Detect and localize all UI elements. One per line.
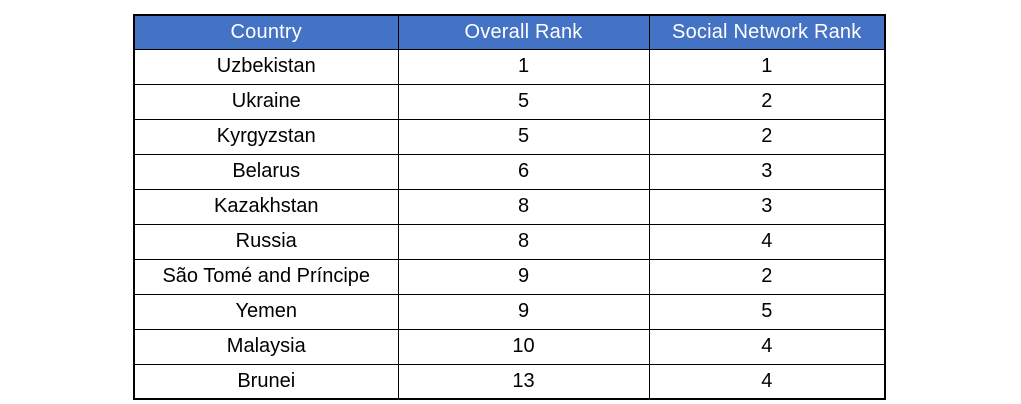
cell-country: Brunei xyxy=(133,363,399,400)
cell-social-network-rank: 5 xyxy=(648,293,886,330)
column-header-overall-rank: Overall Rank xyxy=(397,14,650,50)
table-row: Malaysia 10 4 xyxy=(133,328,886,365)
table-row: Kazakhstan 8 3 xyxy=(133,188,886,225)
cell-overall-rank: 8 xyxy=(397,223,650,260)
cell-country: Malaysia xyxy=(133,328,399,365)
cell-country: Kyrgyzstan xyxy=(133,118,399,155)
column-header-country: Country xyxy=(133,14,399,50)
cell-overall-rank: 13 xyxy=(397,363,650,400)
cell-country: Belarus xyxy=(133,153,399,190)
cell-country: Uzbekistan xyxy=(133,48,399,85)
cell-social-network-rank: 2 xyxy=(648,258,886,295)
cell-social-network-rank: 2 xyxy=(648,118,886,155)
cell-overall-rank: 9 xyxy=(397,293,650,330)
table-row: Russia 8 4 xyxy=(133,223,886,260)
cell-country: Russia xyxy=(133,223,399,260)
cell-overall-rank: 9 xyxy=(397,258,650,295)
cell-social-network-rank: 2 xyxy=(648,83,886,120)
table-row: Ukraine 5 2 xyxy=(133,83,886,120)
cell-overall-rank: 10 xyxy=(397,328,650,365)
cell-country: São Tomé and Príncipe xyxy=(133,258,399,295)
cell-overall-rank: 5 xyxy=(397,83,650,120)
cell-social-network-rank: 4 xyxy=(648,328,886,365)
country-rank-table: Country Overall Rank Social Network Rank… xyxy=(133,14,886,400)
cell-social-network-rank: 3 xyxy=(648,188,886,225)
table-row: Brunei 13 4 xyxy=(133,363,886,400)
header-row: Country Overall Rank Social Network Rank xyxy=(133,14,886,50)
cell-social-network-rank: 4 xyxy=(648,223,886,260)
table-row: São Tomé and Príncipe 9 2 xyxy=(133,258,886,295)
table-row: Uzbekistan 1 1 xyxy=(133,48,886,85)
cell-country: Kazakhstan xyxy=(133,188,399,225)
column-header-social-network-rank: Social Network Rank xyxy=(648,14,886,50)
cell-overall-rank: 1 xyxy=(397,48,650,85)
cell-social-network-rank: 3 xyxy=(648,153,886,190)
cell-social-network-rank: 4 xyxy=(648,363,886,400)
cell-social-network-rank: 1 xyxy=(648,48,886,85)
table-row: Kyrgyzstan 5 2 xyxy=(133,118,886,155)
table-row: Yemen 9 5 xyxy=(133,293,886,330)
cell-country: Ukraine xyxy=(133,83,399,120)
cell-overall-rank: 6 xyxy=(397,153,650,190)
table-row: Belarus 6 3 xyxy=(133,153,886,190)
cell-overall-rank: 5 xyxy=(397,118,650,155)
cell-overall-rank: 8 xyxy=(397,188,650,225)
cell-country: Yemen xyxy=(133,293,399,330)
